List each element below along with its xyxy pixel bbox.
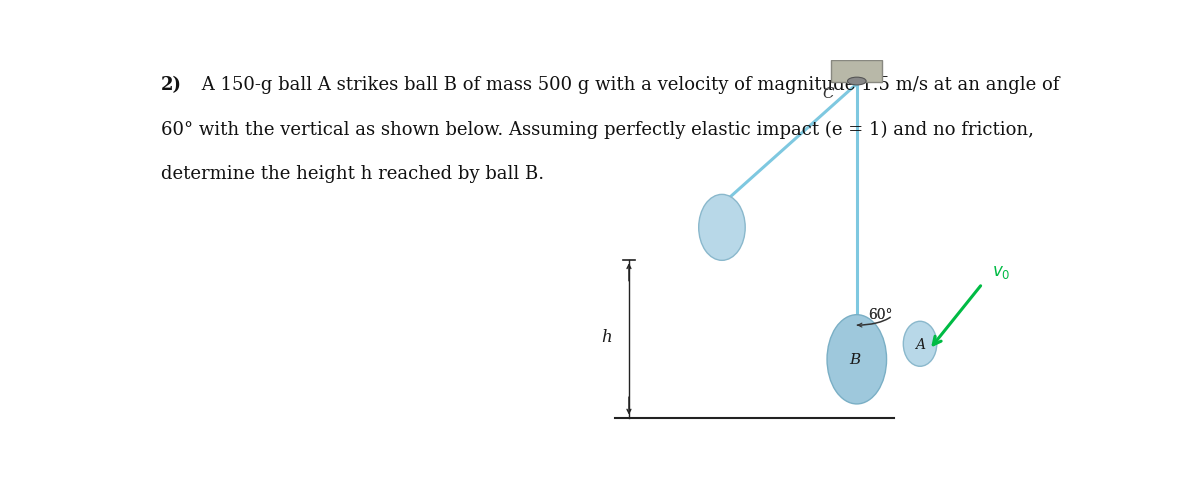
Text: 2): 2) xyxy=(161,76,182,94)
Bar xyxy=(832,60,882,82)
Circle shape xyxy=(847,77,866,85)
Text: 60° with the vertical as shown below. Assuming perfectly elastic impact (e = 1) : 60° with the vertical as shown below. As… xyxy=(161,120,1034,139)
Text: h: h xyxy=(601,330,612,346)
Text: $v_0$: $v_0$ xyxy=(991,264,1010,281)
Text: C: C xyxy=(822,87,834,101)
Text: A 150-g ball A strikes ball B of mass 500 g with a velocity of magnitude 1.5 m/s: A 150-g ball A strikes ball B of mass 50… xyxy=(197,76,1060,94)
Text: B: B xyxy=(850,353,860,367)
Text: 60°: 60° xyxy=(868,307,893,322)
Ellipse shape xyxy=(698,195,745,261)
Ellipse shape xyxy=(827,314,887,404)
Text: 60°: 60° xyxy=(868,307,893,322)
Text: determine the height h reached by ball B.: determine the height h reached by ball B… xyxy=(161,165,545,183)
Ellipse shape xyxy=(904,321,937,366)
Text: A: A xyxy=(916,338,925,352)
